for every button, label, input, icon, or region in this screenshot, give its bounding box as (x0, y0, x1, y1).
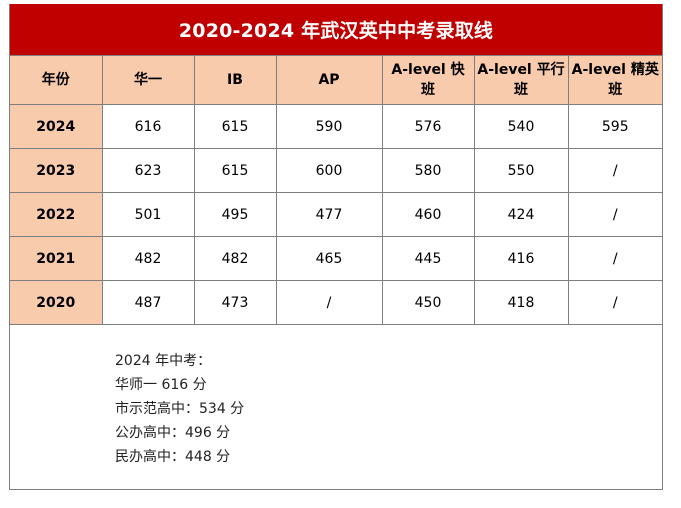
notes-line: 公办高中：496 分 (115, 425, 231, 441)
column-header-alevel-parallel: A-level 平行班 (473, 56, 569, 105)
column-header-alevel-elite: A-level 精英班 (567, 56, 662, 105)
notes-line: 市示范高中：534 分 (115, 401, 245, 417)
score-cell: 450 (381, 280, 475, 325)
score-cell: 482 (193, 236, 277, 281)
score-cell: 623 (101, 148, 195, 193)
column-header-year: 年份 (10, 56, 103, 105)
score-cell: 477 (275, 192, 383, 237)
year-cell: 2022 (10, 192, 103, 237)
score-cell: 460 (381, 192, 475, 237)
score-cell: 482 (101, 236, 195, 281)
table-row: 2023 623 615 600 580 550 / (10, 148, 662, 193)
score-cell: 580 (381, 148, 475, 193)
score-cell: 540 (473, 104, 569, 149)
table-row: 2024 616 615 590 576 540 595 (10, 104, 662, 149)
score-cell: 595 (567, 104, 662, 149)
table-row: 2021 482 482 465 445 416 / (10, 236, 662, 281)
year-cell: 2024 (10, 104, 103, 149)
column-header-huayi: 华一 (101, 56, 195, 105)
score-cell: 473 (193, 280, 277, 325)
year-cell: 2020 (10, 280, 103, 325)
score-cell: 495 (193, 192, 277, 237)
notes-line: 华师一 616 分 (115, 377, 207, 393)
score-cell: 590 (275, 104, 383, 149)
score-cell: 424 (473, 192, 569, 237)
notes-block: 2024 年中考： 华师一 616 分 市示范高中：534 分 公办高中：496… (115, 349, 244, 469)
table-row: 2022 501 495 477 460 424 / (10, 192, 662, 237)
notes-line: 民办高中：448 分 (115, 449, 231, 465)
column-header-ap: AP (275, 56, 383, 105)
score-cell: 550 (473, 148, 569, 193)
header-row: 年份 华一 IB AP A-level 快班 A-level 平行班 A-lev… (10, 56, 662, 105)
score-cell: / (567, 280, 662, 325)
score-cell: 576 (381, 104, 475, 149)
year-cell: 2023 (10, 148, 103, 193)
column-header-ib: IB (193, 56, 277, 105)
score-cell: / (567, 148, 662, 193)
column-header-alevel-fast: A-level 快班 (381, 56, 475, 105)
score-table: 年份 华一 IB AP A-level 快班 A-level 平行班 A-lev… (10, 56, 662, 325)
score-cell: / (567, 192, 662, 237)
score-cell: 501 (101, 192, 195, 237)
admission-score-sheet: 2020-2024 年武汉英中中考录取线 年份 华一 IB AP A-level… (9, 4, 663, 490)
score-cell: / (567, 236, 662, 281)
table-row: 2020 487 473 / 450 418 / (10, 280, 662, 325)
score-cell: 615 (193, 148, 277, 193)
notes-heading: 2024 年中考： (115, 353, 212, 369)
score-cell: 445 (381, 236, 475, 281)
score-cell: 616 (101, 104, 195, 149)
year-cell: 2021 (10, 236, 103, 281)
score-cell: 416 (473, 236, 569, 281)
score-cell: 418 (473, 280, 569, 325)
table-title: 2020-2024 年武汉英中中考录取线 (10, 4, 662, 56)
score-cell: / (275, 280, 383, 325)
score-cell: 615 (193, 104, 277, 149)
score-cell: 600 (275, 148, 383, 193)
score-cell: 465 (275, 236, 383, 281)
score-cell: 487 (101, 280, 195, 325)
